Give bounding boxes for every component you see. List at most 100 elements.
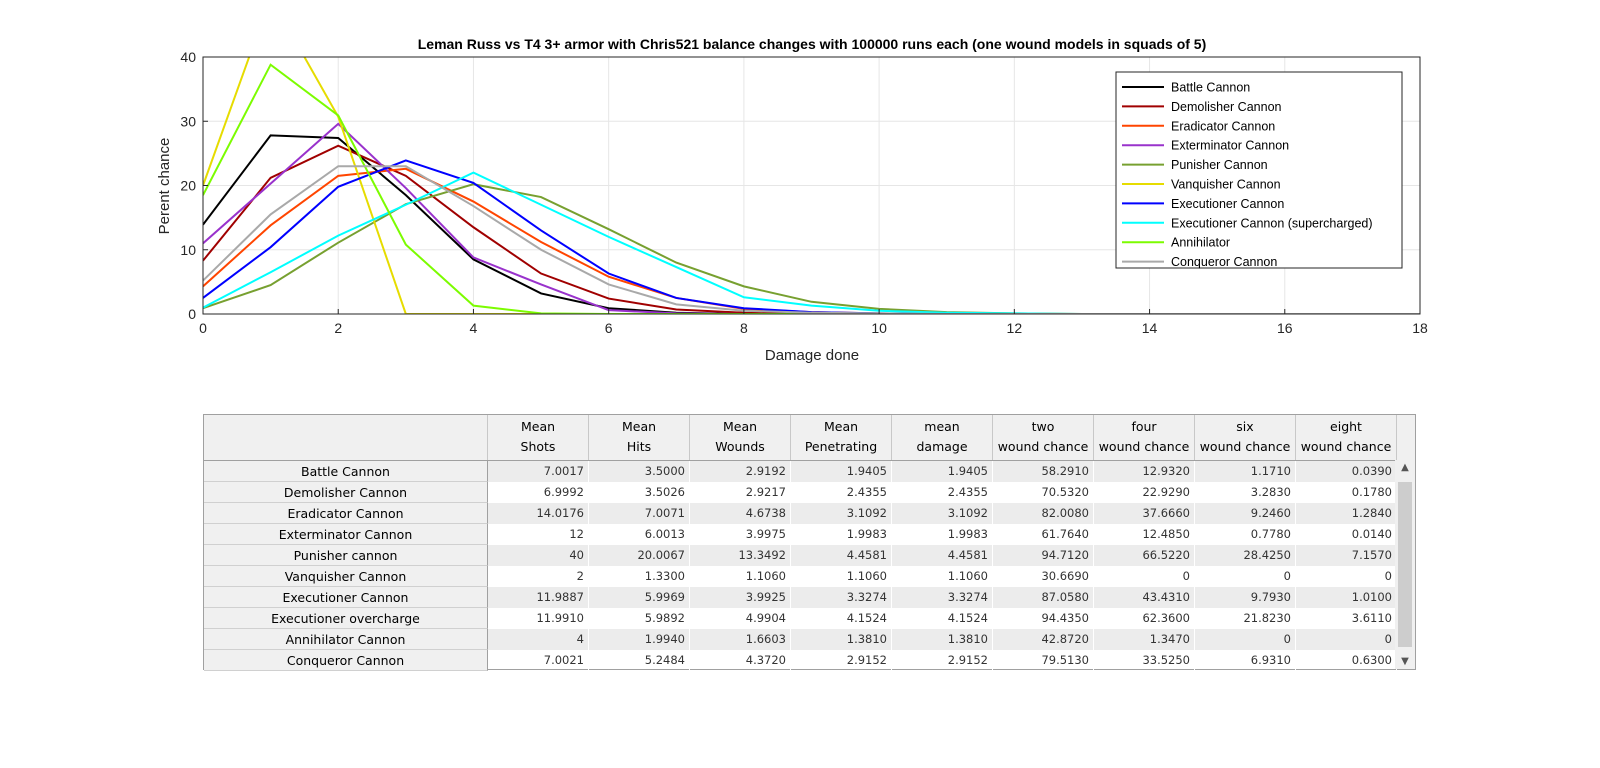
- table-cell[interactable]: 5.9969: [589, 587, 690, 608]
- table-cell[interactable]: 0: [1296, 566, 1397, 587]
- column-header[interactable]: two wound chance: [993, 415, 1094, 460]
- table-cell[interactable]: 7.0071: [589, 503, 690, 524]
- table-cell[interactable]: 1.9940: [589, 629, 690, 650]
- table-cell[interactable]: 30.6690: [993, 566, 1094, 587]
- table-cell[interactable]: 1.1060: [690, 566, 791, 587]
- table-cell[interactable]: 1.1710: [1195, 461, 1296, 482]
- table-cell[interactable]: 1.3470: [1094, 629, 1195, 650]
- table-cell[interactable]: 1.6603: [690, 629, 791, 650]
- table-cell[interactable]: 43.4310: [1094, 587, 1195, 608]
- table-cell[interactable]: 4.3720: [690, 650, 791, 671]
- table-cell[interactable]: 4.1524: [892, 608, 993, 629]
- table-cell[interactable]: 28.4250: [1195, 545, 1296, 566]
- column-header[interactable]: mean damage: [892, 415, 993, 460]
- table-cell[interactable]: 62.3600: [1094, 608, 1195, 629]
- table-cell[interactable]: 3.5026: [589, 482, 690, 503]
- table-cell[interactable]: 0.1780: [1296, 482, 1397, 503]
- table-cell[interactable]: 7.0021: [488, 650, 589, 671]
- table-cell[interactable]: 9.2460: [1195, 503, 1296, 524]
- table-cell[interactable]: 20.0067: [589, 545, 690, 566]
- table-cell[interactable]: 58.2910: [993, 461, 1094, 482]
- table-cell[interactable]: 12.9320: [1094, 461, 1195, 482]
- table-cell[interactable]: 4: [488, 629, 589, 650]
- table-cell[interactable]: 37.6660: [1094, 503, 1195, 524]
- table-cell[interactable]: 11.9910: [488, 608, 589, 629]
- table-cell[interactable]: 61.7640: [993, 524, 1094, 545]
- table-cell[interactable]: 2.9152: [892, 650, 993, 671]
- table-cell[interactable]: 3.1092: [892, 503, 993, 524]
- table-cell[interactable]: 7.1570: [1296, 545, 1397, 566]
- table-cell[interactable]: 3.5000: [589, 461, 690, 482]
- table-cell[interactable]: 1.9405: [892, 461, 993, 482]
- scroll-thumb[interactable]: [1398, 482, 1412, 647]
- table-cell[interactable]: 4.4581: [791, 545, 892, 566]
- table-cell[interactable]: 22.9290: [1094, 482, 1195, 503]
- table-cell[interactable]: 3.2830: [1195, 482, 1296, 503]
- column-header[interactable]: four wound chance: [1094, 415, 1195, 460]
- table-cell[interactable]: 33.5250: [1094, 650, 1195, 671]
- table-cell[interactable]: 13.3492: [690, 545, 791, 566]
- table-cell[interactable]: 0.7780: [1195, 524, 1296, 545]
- table-cell[interactable]: 42.8720: [993, 629, 1094, 650]
- table-cell[interactable]: 0: [1195, 629, 1296, 650]
- table-cell[interactable]: 3.3274: [892, 587, 993, 608]
- table-cell[interactable]: 40: [488, 545, 589, 566]
- table-cell[interactable]: 4.1524: [791, 608, 892, 629]
- table-cell[interactable]: 87.0580: [993, 587, 1094, 608]
- table-cell[interactable]: 1.3810: [892, 629, 993, 650]
- table-cell[interactable]: 0: [1094, 566, 1195, 587]
- table-cell[interactable]: 2.9152: [791, 650, 892, 671]
- table-cell[interactable]: 2.4355: [791, 482, 892, 503]
- table-cell[interactable]: 2.9217: [690, 482, 791, 503]
- table-cell[interactable]: 94.7120: [993, 545, 1094, 566]
- table-cell[interactable]: 1.1060: [892, 566, 993, 587]
- table-cell[interactable]: 14.0176: [488, 503, 589, 524]
- table-cell[interactable]: 94.4350: [993, 608, 1094, 629]
- table-cell[interactable]: 9.7930: [1195, 587, 1296, 608]
- table-cell[interactable]: 21.8230: [1195, 608, 1296, 629]
- table-cell[interactable]: 7.0017: [488, 461, 589, 482]
- table-cell[interactable]: 0.0140: [1296, 524, 1397, 545]
- table-cell[interactable]: 3.3274: [791, 587, 892, 608]
- table-cell[interactable]: 6.0013: [589, 524, 690, 545]
- table-cell[interactable]: 12: [488, 524, 589, 545]
- table-cell[interactable]: 0.0390: [1296, 461, 1397, 482]
- table-cell[interactable]: 1.1060: [791, 566, 892, 587]
- column-header[interactable]: Mean Penetrating: [791, 415, 892, 460]
- table-cell[interactable]: 1.9983: [791, 524, 892, 545]
- table-cell[interactable]: 4.4581: [892, 545, 993, 566]
- table-cell[interactable]: 2: [488, 566, 589, 587]
- table-cell[interactable]: 2.4355: [892, 482, 993, 503]
- table-cell[interactable]: 66.5220: [1094, 545, 1195, 566]
- table-cell[interactable]: 3.1092: [791, 503, 892, 524]
- column-header[interactable]: Mean Hits: [589, 415, 690, 460]
- table-cell[interactable]: 3.9925: [690, 587, 791, 608]
- table-cell[interactable]: 70.5320: [993, 482, 1094, 503]
- table-cell[interactable]: 1.0100: [1296, 587, 1397, 608]
- table-cell[interactable]: 11.9887: [488, 587, 589, 608]
- table-cell[interactable]: 1.2840: [1296, 503, 1397, 524]
- table-cell[interactable]: 4.6738: [690, 503, 791, 524]
- table-cell[interactable]: 0: [1195, 566, 1296, 587]
- table-cell[interactable]: 1.3300: [589, 566, 690, 587]
- table-cell[interactable]: 5.9892: [589, 608, 690, 629]
- table-cell[interactable]: 3.6110: [1296, 608, 1397, 629]
- table-cell[interactable]: 6.9310: [1195, 650, 1296, 671]
- table-cell[interactable]: 1.9405: [791, 461, 892, 482]
- scroll-up-icon[interactable]: ▲: [1401, 462, 1409, 473]
- column-header[interactable]: eight wound chance: [1296, 415, 1397, 460]
- table-cell[interactable]: 2.9192: [690, 461, 791, 482]
- column-header[interactable]: Mean Shots: [488, 415, 589, 460]
- table-cell[interactable]: 6.9992: [488, 482, 589, 503]
- scroll-down-icon[interactable]: ▼: [1401, 656, 1409, 667]
- table-cell[interactable]: 82.0080: [993, 503, 1094, 524]
- table-cell[interactable]: 0: [1296, 629, 1397, 650]
- table-cell[interactable]: 12.4850: [1094, 524, 1195, 545]
- results-table[interactable]: Mean Shots Mean Hits Mean Wounds Mean Penetrati…: [203, 414, 1416, 671]
- column-header[interactable]: six wound chance: [1195, 415, 1296, 460]
- table-cell[interactable]: 5.2484: [589, 650, 690, 671]
- table-cell[interactable]: 4.9904: [690, 608, 791, 629]
- vertical-scrollbar[interactable]: ▲ ▼: [1395, 460, 1415, 669]
- table-cell[interactable]: 1.9983: [892, 524, 993, 545]
- table-cell[interactable]: 3.9975: [690, 524, 791, 545]
